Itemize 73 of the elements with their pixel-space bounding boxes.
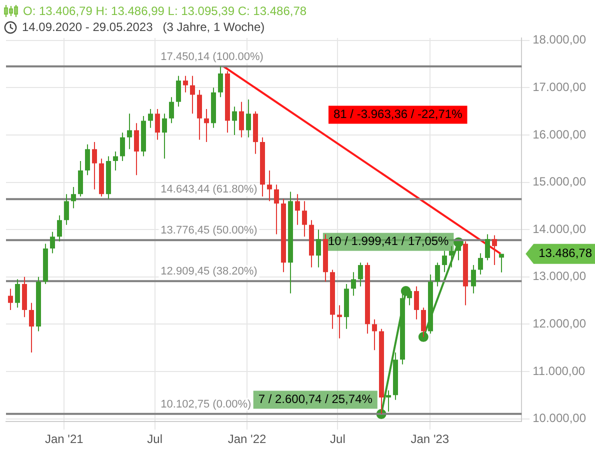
candlestick [478,252,483,275]
candlestick [414,286,419,320]
candlestick [295,194,300,226]
candlestick [78,160,83,197]
point [418,332,428,342]
candlestick [274,184,279,235]
candlestick [358,262,363,287]
candlestick [176,75,181,108]
candlestick [127,113,132,150]
candlestick [113,151,118,171]
candlestick [485,234,490,261]
candlestick [92,142,97,190]
candlestick [183,75,188,93]
candlestick [190,75,195,114]
candlestick [148,108,153,128]
candlestick [337,304,342,339]
candlestick [267,170,272,202]
candlestick [29,302,34,354]
candlestick [197,90,202,140]
candlestick [449,246,454,268]
candlestick [302,200,307,238]
candlestick [246,98,251,138]
y-tick-label: 14.000,00 [532,222,586,236]
candlestick [204,108,209,143]
text: 13.486,78 [538,246,592,260]
ref-line-label: 17.450,14 (100.00%) [160,50,264,63]
candlestick [499,253,504,273]
candlestick [120,132,125,162]
candlestick [218,66,223,98]
y-tick-label: 12.000,00 [532,316,586,330]
candlestick [85,144,90,176]
candlestick [471,264,476,294]
candlestick [71,186,76,209]
candlestick [169,96,174,124]
candlestick [134,122,139,176]
y-tick-label: 15.000,00 [532,174,586,189]
candlestick [50,231,55,254]
y-tick-label: 16.000,00 [532,127,586,142]
candlestick [155,108,160,140]
x-tick-label: Jan '22 [228,432,267,446]
candlestick [421,307,426,338]
annotation: 10 / 1.999,41 / 17,05% [328,234,450,248]
candlestick [442,250,447,273]
ref-line-label: 10.102,75 (0.00%) [160,398,252,410]
candlestick [162,113,167,160]
chart-title: O: 13.406,79 H: 13.486,99 L: 13.095,39 C: 13.486,78 [23,3,307,19]
y-tick-label: 17.000,00 [532,80,586,94]
y-tick-label: 13.000,00 [532,269,586,284]
y-tick-label: 18.000,00 [532,32,586,47]
candlestick [8,288,13,310]
annotation: 81 / -3.963,36 / -22,71% [333,107,463,122]
candlestick [232,106,237,136]
candlestick [492,234,497,266]
candlestick [239,101,244,138]
y-tick-label: 10.000,00 [532,411,586,426]
ref-line-label: 12.909,45 (38.20%) [160,266,258,278]
candlestick [15,278,20,308]
x-tick-label: Jan '23 [410,432,450,446]
ref-line-label: 14.643,44 (61.80%) [160,184,258,196]
ref-line-label: 13.776,45 (50.00%) [160,224,258,237]
x-tick-label: Jul [330,432,346,446]
candlestick [351,272,356,296]
candlestick [372,318,377,351]
x-tick-label: Jul [147,432,162,446]
candlestick [64,194,69,226]
y-tick-label: 11.000,00 [532,364,586,378]
candlestick [316,229,321,268]
x-tick-label: Jan '21 [44,432,84,446]
candlestick [386,390,391,412]
candlestick [57,214,62,242]
candlestick [435,262,440,287]
chart-subtitle: 14.09.2020 - 29.05.2023 (3 Jahre, 1 Woche) [22,19,265,35]
annotation: 7 / 2.600,74 / 25,74% [258,392,373,406]
